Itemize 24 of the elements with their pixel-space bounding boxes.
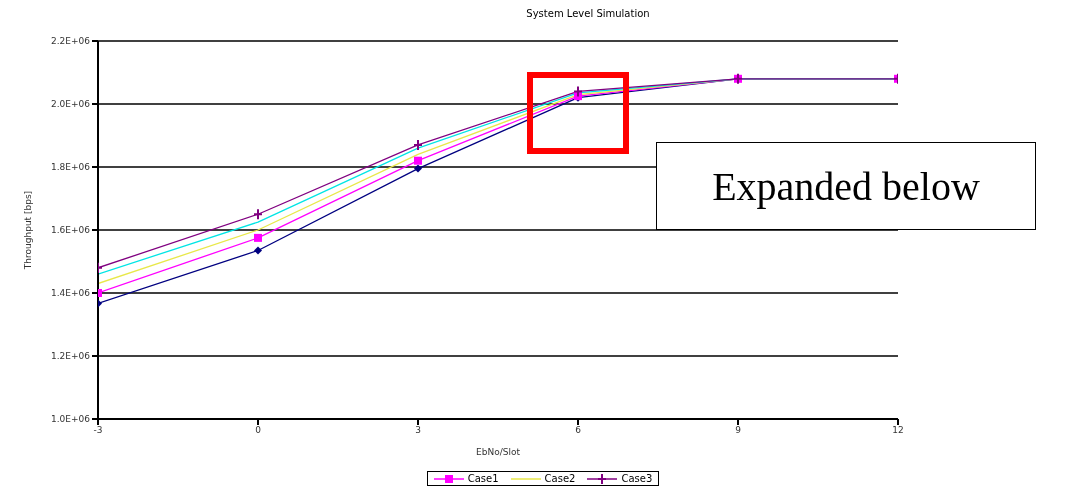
chart-title: System Level Simulation (525, 8, 651, 19)
point (414, 164, 422, 173)
y-tick-label: 1.2E+06 (51, 351, 91, 362)
x-tick-label: 12 (892, 425, 904, 436)
x-axis-title: EbNo/Slot (476, 447, 521, 457)
x-tick-label: 0 (255, 425, 262, 436)
y-tick-label: 2.0E+06 (51, 99, 91, 110)
x-tick-label: 6 (575, 425, 582, 436)
point (254, 246, 262, 255)
x-tick-label: 9 (735, 425, 742, 436)
legend-label: Case1 (466, 473, 499, 484)
y-tick-label: 2.2E+06 (51, 36, 91, 47)
y-tick-label: 1.6E+06 (51, 225, 91, 236)
y-tick-label: 1.8E+06 (51, 162, 91, 173)
y-tick-label: 1.4E+06 (51, 288, 91, 299)
y-tick-label: 1.0E+06 (51, 414, 91, 425)
annotation: Expanded below (656, 142, 1036, 230)
point (414, 156, 422, 165)
y-axis-title: Throughput [bps] (23, 190, 34, 271)
x-tick-label: 3 (415, 425, 421, 436)
legend-label: Case3 (620, 473, 653, 484)
legend-label: Case2 (543, 473, 576, 484)
point (254, 233, 262, 242)
x-tick-label: -3 (93, 425, 103, 436)
